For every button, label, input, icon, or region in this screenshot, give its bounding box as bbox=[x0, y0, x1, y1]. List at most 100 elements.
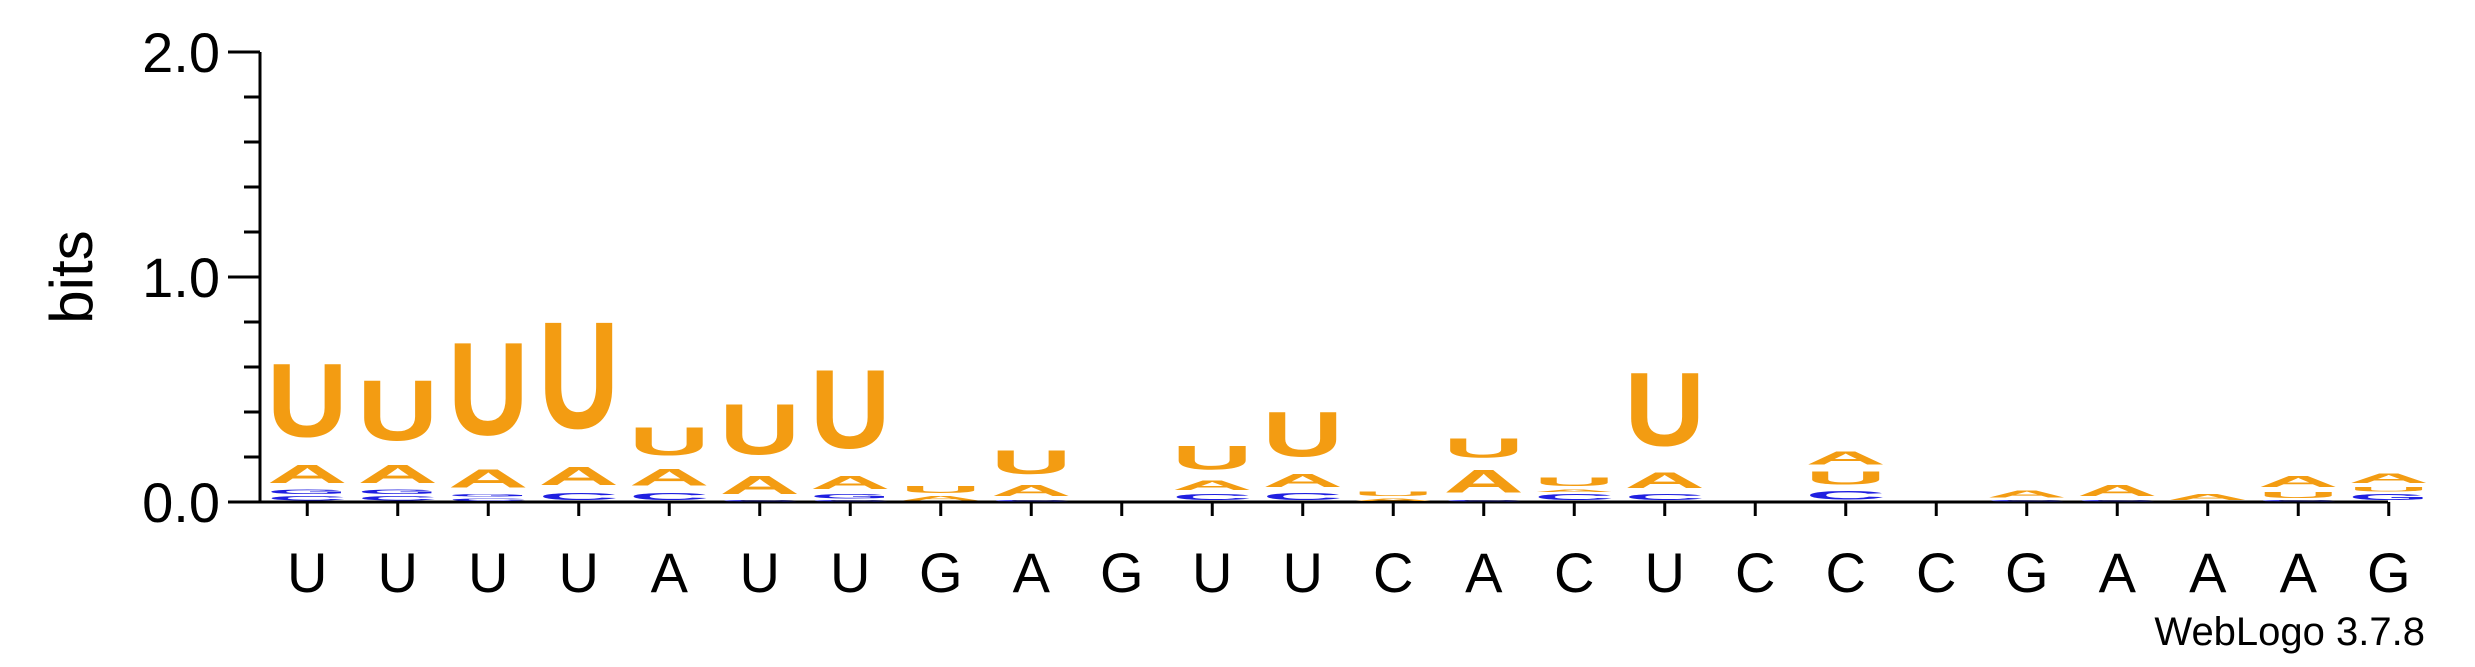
logo-glyph-c: C bbox=[991, 500, 1072, 502]
logo-glyph-c: C bbox=[1987, 500, 2068, 502]
x-tick-label: U bbox=[1645, 541, 1685, 604]
logo-glyph-c: C bbox=[1534, 493, 1615, 502]
logo-glyph-c: C bbox=[1263, 491, 1344, 502]
logo-glyph-c: C bbox=[267, 495, 347, 502]
logo-glyph-u: U bbox=[539, 291, 619, 461]
y-axis-label: bits bbox=[38, 230, 105, 323]
logo-glyph-a: A bbox=[1353, 497, 1433, 501]
logo-glyph-u: U bbox=[2258, 491, 2339, 500]
y-axis: 0.0 1.0 2.0 bits bbox=[38, 21, 262, 534]
x-tick-label: A bbox=[1465, 541, 1503, 604]
logo-glyph-u: U bbox=[720, 389, 800, 470]
logo-column: GUA bbox=[2349, 470, 2430, 502]
logo-column: CAU bbox=[539, 291, 620, 502]
logo-column: AU bbox=[901, 484, 982, 502]
logo-glyph-a: A bbox=[539, 462, 619, 491]
logo-column: CAU bbox=[1172, 439, 1253, 502]
logo-glyph-u: U bbox=[1353, 491, 1433, 498]
x-tick-label: C bbox=[1916, 541, 1956, 604]
x-tick-label: U bbox=[830, 541, 870, 604]
logo-column: CAU bbox=[1444, 432, 1525, 502]
logo-glyph-a: A bbox=[1172, 477, 1253, 493]
logo-glyph-a: A bbox=[720, 471, 800, 500]
logo-glyph-a: A bbox=[1263, 470, 1343, 490]
x-tick-label: A bbox=[2099, 541, 2137, 604]
logo-column: CAU bbox=[1625, 350, 1706, 501]
logo-glyph-a: A bbox=[1987, 488, 2068, 499]
x-tick-label: G bbox=[2367, 541, 2411, 604]
logo-column: AU bbox=[1353, 491, 1433, 502]
x-tick-label: U bbox=[740, 541, 780, 604]
x-tick-label: U bbox=[287, 541, 327, 604]
logo-glyph-a: A bbox=[810, 473, 890, 493]
logo-column: CAU bbox=[720, 389, 801, 502]
logo-glyph-a: A bbox=[448, 464, 528, 493]
logo-glyph-u: U bbox=[1806, 468, 1886, 488]
x-tick-label: U bbox=[378, 541, 418, 604]
x-tick-label: C bbox=[1735, 541, 1775, 604]
logo-glyph-u: U bbox=[1625, 350, 1706, 467]
logo-column: CAU bbox=[1534, 475, 1615, 502]
logo-glyph-c: C bbox=[1444, 500, 1525, 502]
x-tick-label: U bbox=[1283, 541, 1323, 604]
logo-glyph-u: U bbox=[901, 484, 982, 495]
logo-glyph-a: A bbox=[1444, 464, 1524, 500]
y-tick-label: 2.0 bbox=[142, 21, 220, 84]
logo-glyph-c: C bbox=[1806, 488, 1886, 502]
logo-glyph-g: G bbox=[267, 488, 347, 495]
logo-column: CAU bbox=[991, 444, 1072, 502]
logo-column: CUA bbox=[2258, 473, 2339, 502]
x-tick-label: A bbox=[2280, 541, 2318, 604]
logo-glyph-u: U bbox=[448, 314, 528, 462]
logo-glyph-a: A bbox=[991, 482, 1072, 500]
logo-columns: CGAUCGAUCGAUCAUCAUCAUCGAUAUCAUCAUCAUAUCA… bbox=[267, 291, 2429, 502]
logo-glyph-a: A bbox=[267, 460, 347, 489]
logo-glyph-c: C bbox=[539, 491, 620, 502]
logo-glyph-c: C bbox=[629, 491, 710, 502]
x-tick-label: C bbox=[1373, 541, 1413, 604]
x-tick-label: U bbox=[468, 541, 508, 604]
logo-glyph-a: A bbox=[901, 495, 981, 502]
x-tick-label: C bbox=[1554, 541, 1594, 604]
logo-glyph-c: C bbox=[358, 495, 438, 502]
x-tick-label: A bbox=[651, 541, 689, 604]
logo-glyph-a: A bbox=[2168, 493, 2249, 502]
y-tick-label: 1.0 bbox=[142, 246, 220, 309]
logo-column: CAU bbox=[1263, 399, 1344, 502]
logo-glyph-g: G bbox=[358, 488, 438, 495]
x-tick-label: A bbox=[1013, 541, 1051, 604]
logo-glyph-c: C bbox=[2077, 500, 2158, 502]
logo-glyph-u: U bbox=[1263, 399, 1343, 470]
logo-glyph-a: A bbox=[358, 460, 438, 489]
logo-glyph-u: U bbox=[358, 363, 439, 459]
logo-glyph-g: G bbox=[2349, 493, 2429, 502]
logo-glyph-u: U bbox=[267, 341, 348, 458]
logo-glyph-c: C bbox=[720, 500, 801, 502]
logo-column: CUA bbox=[1806, 448, 1886, 502]
logo-column: A bbox=[2168, 493, 2249, 502]
x-tick-label: U bbox=[1192, 541, 1232, 604]
logo-glyph-u: U bbox=[1172, 439, 1252, 477]
logo-glyph-a: A bbox=[2349, 470, 2430, 486]
x-tick-label: U bbox=[559, 541, 599, 604]
logo-glyph-u: U bbox=[629, 418, 709, 463]
logo-glyph-a: A bbox=[2258, 473, 2339, 491]
logo-glyph-a: A bbox=[2077, 482, 2158, 500]
x-tick-label: G bbox=[1100, 541, 1144, 604]
x-tick-label: C bbox=[1826, 541, 1866, 604]
weblogo-version-label: WebLogo 3.7.8 bbox=[2154, 610, 2425, 654]
logo-glyph-a: A bbox=[1625, 468, 1706, 493]
logo-glyph-g: G bbox=[810, 493, 890, 500]
x-tick-label: G bbox=[919, 541, 963, 604]
logo-glyph-a: A bbox=[629, 464, 709, 491]
x-tick-label: G bbox=[2005, 541, 2049, 604]
logo-glyph-u: U bbox=[991, 444, 1071, 482]
logo-glyph-u: U bbox=[1444, 432, 1524, 463]
logo-glyph-a: A bbox=[1806, 448, 1886, 468]
logo-column: CA bbox=[1987, 488, 2068, 502]
